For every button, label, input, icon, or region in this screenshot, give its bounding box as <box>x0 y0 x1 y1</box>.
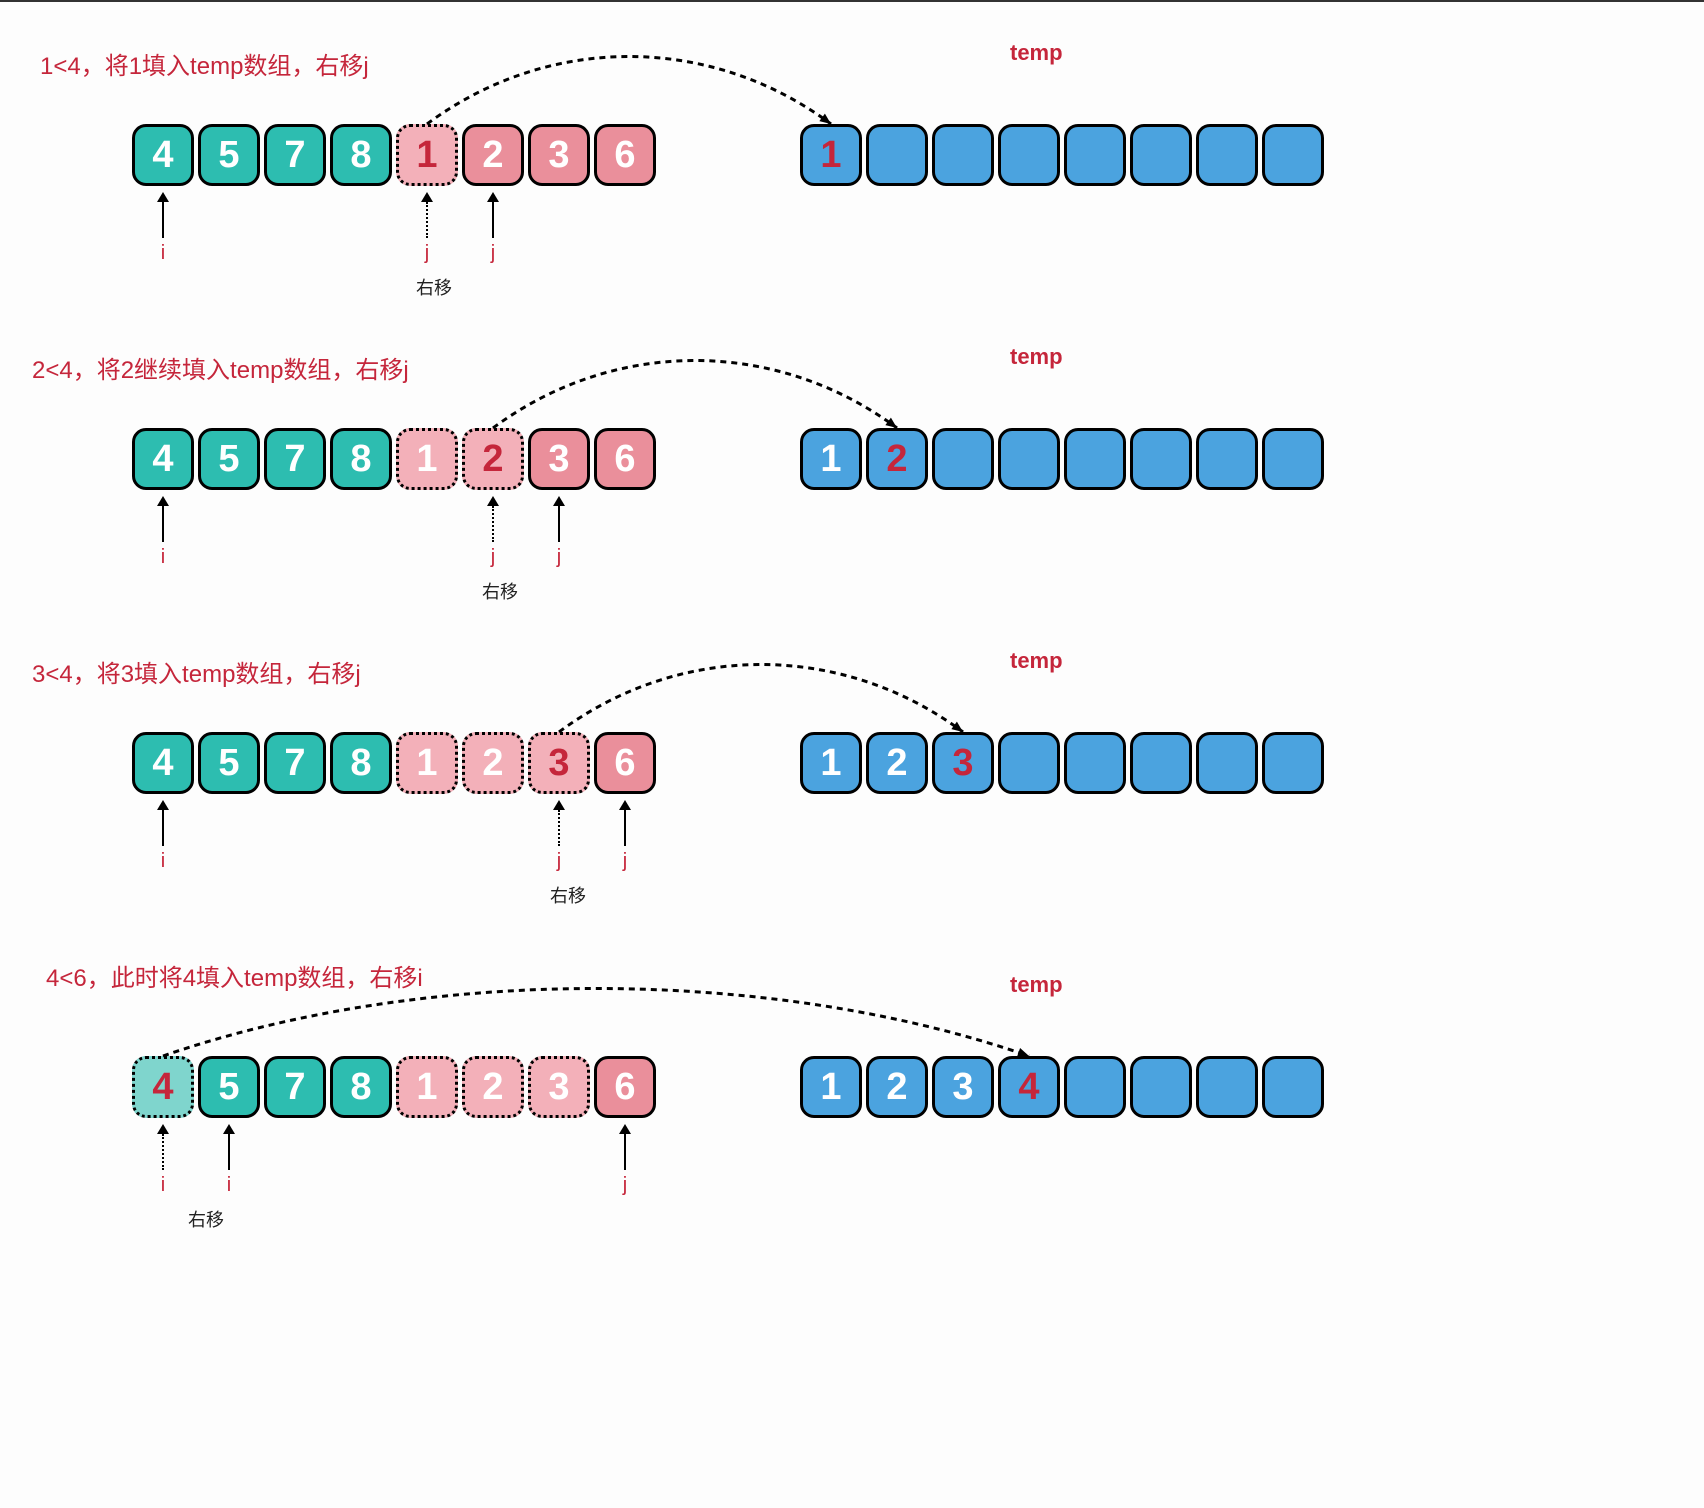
array-cell: 6 <box>594 124 656 186</box>
step-caption: 3<4，将3填入temp数组，右移j <box>32 654 361 689</box>
array-cell <box>1196 732 1258 794</box>
pointer-j: j <box>615 800 635 873</box>
pointer-i: i <box>219 1124 239 1197</box>
array-cell: 1 <box>800 1056 862 1118</box>
array-cell: 1 <box>800 732 862 794</box>
array-cell <box>1262 732 1324 794</box>
array-cell <box>1196 1056 1258 1118</box>
array-cell: 2 <box>462 124 524 186</box>
array-cell: 2 <box>462 1056 524 1118</box>
array-cell: 7 <box>264 1056 326 1118</box>
array-cell: 1 <box>396 732 458 794</box>
array-cell: 5 <box>198 124 260 186</box>
array-cell <box>1262 428 1324 490</box>
array-cell: 4 <box>132 732 194 794</box>
source-array: 45781236 <box>132 732 656 794</box>
merge-sort-diagram: 1<4，将1填入temp数组，右移jtemp457812361ijj右移2<4，… <box>0 0 1704 1508</box>
array-cell: 1 <box>396 124 458 186</box>
pointer-j: j <box>615 1124 635 1197</box>
array-cell: 7 <box>264 124 326 186</box>
temp-label: temp <box>1010 40 1063 66</box>
pointer-j: j <box>483 192 503 265</box>
temp-label: temp <box>1010 648 1063 674</box>
array-cell <box>1064 428 1126 490</box>
array-cell: 5 <box>198 1056 260 1118</box>
pointer-i: i <box>153 800 173 873</box>
array-cell <box>1196 428 1258 490</box>
array-cell <box>932 428 994 490</box>
array-cell: 2 <box>462 732 524 794</box>
temp-array: 1234 <box>800 1056 1324 1118</box>
array-cell: 6 <box>594 1056 656 1118</box>
source-array: 45781236 <box>132 428 656 490</box>
array-cell: 8 <box>330 1056 392 1118</box>
array-cell: 4 <box>998 1056 1060 1118</box>
source-array: 45781236 <box>132 1056 656 1118</box>
array-cell: 8 <box>330 732 392 794</box>
array-cell <box>1064 732 1126 794</box>
array-cell <box>1130 1056 1192 1118</box>
array-cell <box>866 124 928 186</box>
shift-label: 右移 <box>482 578 518 604</box>
array-cell: 1 <box>800 124 862 186</box>
array-cell: 5 <box>198 732 260 794</box>
array-cell <box>1262 124 1324 186</box>
array-cell: 3 <box>932 732 994 794</box>
array-cell: 6 <box>594 428 656 490</box>
array-cell <box>1130 124 1192 186</box>
array-cell: 3 <box>528 1056 590 1118</box>
temp-array: 1 <box>800 124 1324 186</box>
array-cell <box>1196 124 1258 186</box>
pointer-i: i <box>153 496 173 569</box>
shift-label: 右移 <box>550 882 586 908</box>
array-cell: 1 <box>800 428 862 490</box>
array-cell: 2 <box>462 428 524 490</box>
step-caption: 1<4，将1填入temp数组，右移j <box>40 46 369 81</box>
array-cell <box>1130 732 1192 794</box>
array-cell <box>1262 1056 1324 1118</box>
array-cell: 8 <box>330 428 392 490</box>
temp-label: temp <box>1010 972 1063 998</box>
array-cell <box>998 124 1060 186</box>
array-cell: 3 <box>932 1056 994 1118</box>
array-cell: 2 <box>866 428 928 490</box>
array-cell: 7 <box>264 732 326 794</box>
temp-array: 12 <box>800 428 1324 490</box>
pointer-j: j <box>483 496 503 569</box>
pointer-j: j <box>417 192 437 265</box>
step-caption: 2<4，将2继续填入temp数组，右移j <box>32 350 409 385</box>
temp-array: 123 <box>800 732 1324 794</box>
array-cell <box>1064 1056 1126 1118</box>
pointer-i: i <box>153 1124 173 1197</box>
array-cell: 7 <box>264 428 326 490</box>
step-caption: 4<6，此时将4填入temp数组，右移i <box>46 958 423 993</box>
pointer-i: i <box>153 192 173 265</box>
array-cell: 3 <box>528 428 590 490</box>
array-cell: 5 <box>198 428 260 490</box>
array-cell <box>1130 428 1192 490</box>
array-cell <box>1064 124 1126 186</box>
array-cell: 6 <box>594 732 656 794</box>
array-cell: 4 <box>132 428 194 490</box>
array-cell: 2 <box>866 732 928 794</box>
array-cell <box>998 732 1060 794</box>
pointer-j: j <box>549 800 569 873</box>
shift-label: 右移 <box>416 274 452 300</box>
array-cell: 4 <box>132 1056 194 1118</box>
pointer-j: j <box>549 496 569 569</box>
array-cell: 4 <box>132 124 194 186</box>
array-cell <box>932 124 994 186</box>
shift-label: 右移 <box>188 1206 224 1232</box>
source-array: 45781236 <box>132 124 656 186</box>
temp-label: temp <box>1010 344 1063 370</box>
array-cell: 8 <box>330 124 392 186</box>
array-cell: 1 <box>396 428 458 490</box>
array-cell: 3 <box>528 732 590 794</box>
array-cell: 3 <box>528 124 590 186</box>
array-cell <box>998 428 1060 490</box>
array-cell: 2 <box>866 1056 928 1118</box>
array-cell: 1 <box>396 1056 458 1118</box>
